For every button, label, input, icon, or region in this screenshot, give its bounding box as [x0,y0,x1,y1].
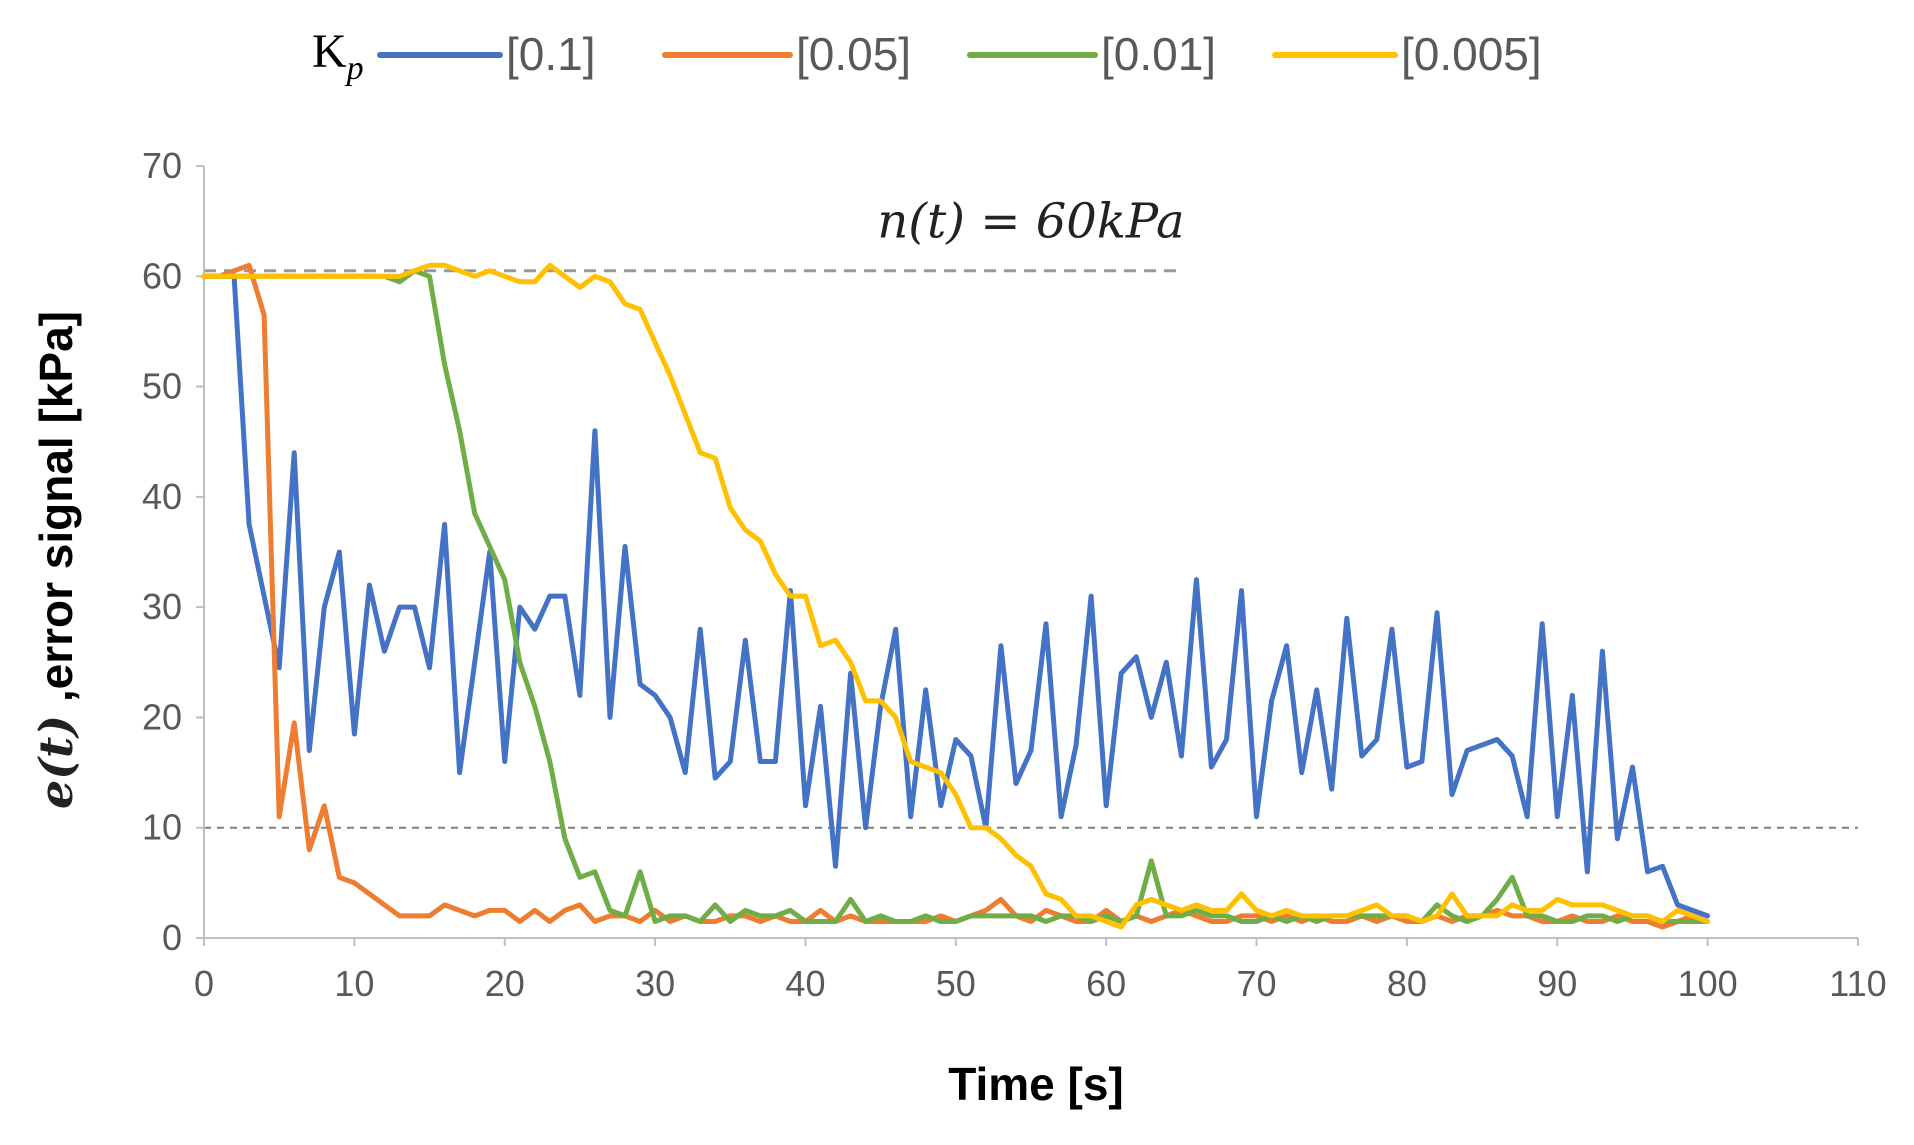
legend-kp-main: K [312,25,347,78]
x-tick-label: 100 [1678,963,1738,1004]
x-tick-label: 0 [194,963,214,1004]
y-tick-label: 50 [142,366,182,407]
legend: Kp [0.1] [0.05] [0.01] [0.005] [312,25,1542,87]
series-line-1 [201,273,1711,919]
x-tick-label: 40 [785,963,825,1004]
y-tick-label: 30 [142,586,182,627]
series-line-3 [201,268,1711,924]
y-tick-label: 70 [142,145,182,186]
legend-label-2: [0.05] [796,28,911,80]
x-tick-label: 20 [485,963,525,1004]
x-tick-label: 80 [1387,963,1427,1004]
y-tick-label: 20 [142,696,182,737]
legend-entries: [0.1] [0.05] [0.01] [0.005] [377,28,1542,80]
legend-kp-subscript: p [345,50,364,87]
legend-label-4: [0.005] [1401,28,1542,80]
legend-label-1: [0.1] [506,28,596,80]
setpoint-annotation: n(t) = 60kPa [877,194,1184,250]
legend-label-3: [0.01] [1101,28,1216,80]
y-tick-label: 60 [142,255,182,296]
series-group [201,262,1711,930]
y-axis-title-text: ,error signal [kPa] [30,311,82,715]
y-axis-title: e(t) ,error signal [kPa] [29,311,83,809]
legend-kp-label: Kp [312,25,364,87]
y-tick-label: 0 [162,917,182,958]
x-tick-label: 30 [635,963,675,1004]
axes: 0 10 20 30 40 50 60 70 80 90 100 110 0 10 20 30 40 50 60 70 [142,145,1887,1004]
axis-titles: Time [s] e(t) ,error signal [kPa] [29,311,1124,1110]
annotations: n(t) = 60kPa [204,194,1858,829]
x-tick-label: 10 [334,963,374,1004]
x-tick-label: 90 [1537,963,1577,1004]
x-tick-label: 60 [1086,963,1126,1004]
y-tick-label: 40 [142,476,182,517]
x-axis-title: Time [s] [948,1058,1124,1110]
y-axis-title-variable: e(t) [29,715,83,809]
y-tick-label: 10 [142,807,182,848]
x-tick-label: 70 [1237,963,1277,1004]
series-line-4 [201,262,1711,930]
x-tick-label: 110 [1829,963,1886,1004]
x-tick-label: 50 [936,963,976,1004]
